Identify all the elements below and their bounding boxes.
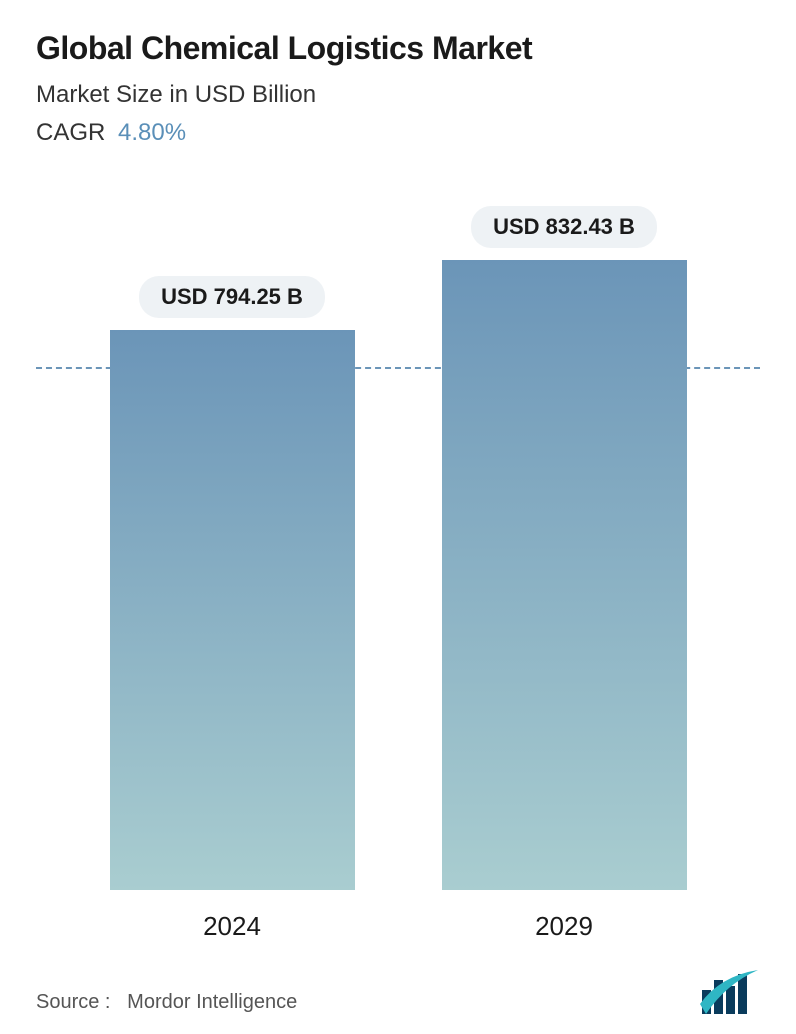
bar-group-1: USD 832.43 B (434, 206, 694, 890)
bar-1 (442, 260, 687, 890)
value-pill-0: USD 794.25 B (139, 276, 325, 318)
cagr-label: CAGR (36, 119, 105, 146)
chart-container: Global Chemical Logistics Market Market … (0, 0, 796, 1034)
footer: Source : Mordor Intelligence (36, 960, 760, 1014)
chart-area: USD 794.25 B USD 832.43 B 2024 2029 (36, 187, 760, 960)
source-value: Mordor Intelligence (127, 991, 297, 1013)
brand-logo-icon (700, 970, 760, 1014)
x-label-0: 2024 (102, 911, 362, 942)
bars-wrap: USD 794.25 B USD 832.43 B (36, 187, 760, 890)
value-pill-1: USD 832.43 B (471, 206, 657, 248)
chart-title: Global Chemical Logistics Market (36, 30, 760, 67)
bar-0 (110, 330, 355, 890)
cagr-line: CAGR 4.80% (36, 119, 760, 147)
cagr-value: 4.80% (118, 119, 186, 146)
x-axis-labels: 2024 2029 (36, 911, 760, 942)
source-label: Source : (36, 991, 110, 1013)
source-text: Source : Mordor Intelligence (36, 991, 297, 1014)
chart-subtitle: Market Size in USD Billion (36, 81, 760, 109)
x-label-1: 2029 (434, 911, 694, 942)
bar-group-0: USD 794.25 B (102, 276, 362, 890)
